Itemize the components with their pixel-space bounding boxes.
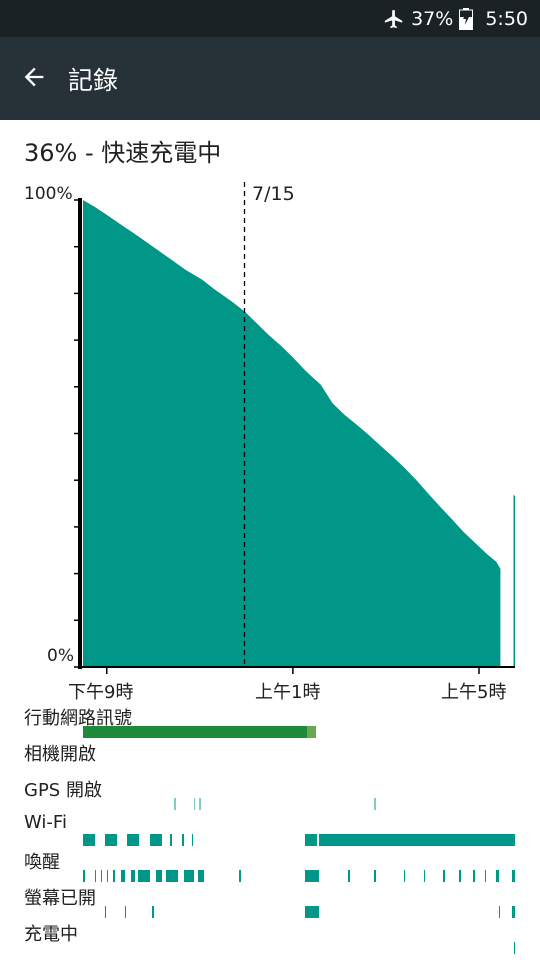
timeline-segment bbox=[304, 834, 317, 846]
timeline-segment bbox=[138, 870, 151, 882]
date-marker-label: 7/15 bbox=[252, 183, 295, 205]
timeline-segment bbox=[182, 834, 184, 846]
timeline-segment bbox=[191, 834, 194, 846]
battery-charging-icon bbox=[459, 7, 474, 30]
timeline-segment bbox=[443, 870, 445, 882]
timeline-segment bbox=[150, 834, 163, 846]
timeline-segment bbox=[104, 834, 117, 846]
camera-track bbox=[83, 763, 515, 775]
timeline-segment bbox=[374, 798, 376, 810]
timeline-segment bbox=[484, 870, 487, 882]
timeline-segment bbox=[423, 870, 426, 882]
timeline-segment bbox=[374, 870, 376, 882]
arrow-back-icon bbox=[20, 63, 48, 95]
x-tick-label: 上午1時 bbox=[255, 682, 321, 703]
row-label-gps: GPS 開啟 bbox=[24, 780, 102, 801]
y-min-label: 0% bbox=[47, 646, 74, 666]
back-button[interactable] bbox=[0, 37, 68, 120]
timeline-segment bbox=[197, 870, 204, 882]
clock: 5:50 bbox=[485, 7, 528, 30]
battery-level-area bbox=[83, 200, 501, 667]
x-tick-label: 下午9時 bbox=[68, 682, 134, 703]
timeline-segment bbox=[239, 870, 241, 882]
timeline-segment bbox=[318, 834, 515, 846]
timeline-segment bbox=[306, 726, 316, 738]
battery-status: 36% - 快速充電中 bbox=[24, 139, 222, 167]
timeline-segment bbox=[511, 870, 515, 882]
timeline-segment bbox=[166, 870, 179, 882]
wifi-track bbox=[83, 834, 515, 846]
timeline-segment bbox=[473, 870, 475, 882]
status-bar: 37% 5:50 bbox=[0, 0, 540, 37]
timeline-segment bbox=[120, 870, 125, 882]
timeline-segment bbox=[174, 798, 176, 810]
charging-level-area bbox=[513, 494, 515, 667]
timeline-segment bbox=[104, 906, 107, 918]
airplane-mode-icon bbox=[383, 8, 405, 30]
row-label-camera: 相機開啟 bbox=[24, 744, 96, 765]
cellular-signal-track bbox=[83, 726, 515, 738]
row-label-charging: 充電中 bbox=[24, 924, 78, 945]
screen-on-track bbox=[83, 906, 515, 918]
row-label-wifi: Wi-Fi bbox=[24, 812, 67, 833]
timeline-segment bbox=[304, 870, 319, 882]
timeline-segment bbox=[403, 870, 406, 882]
timeline-segment bbox=[94, 870, 97, 882]
row-label-screen-on: 螢幕已開 bbox=[24, 888, 96, 909]
timeline-segment bbox=[193, 798, 196, 810]
timeline-segment bbox=[513, 942, 516, 954]
page-title: 記錄 bbox=[68, 65, 119, 95]
timeline-segment bbox=[83, 870, 85, 882]
timeline-segment bbox=[304, 906, 319, 918]
gps-track bbox=[83, 798, 515, 810]
timeline-segment bbox=[152, 906, 154, 918]
timeline-segment bbox=[100, 870, 103, 882]
timeline-segment bbox=[127, 834, 140, 846]
x-tick-label: 上午5時 bbox=[441, 682, 507, 703]
timeline-segment bbox=[124, 906, 127, 918]
awake-track bbox=[83, 870, 515, 882]
timeline-segment bbox=[498, 906, 501, 918]
timeline-segment bbox=[83, 834, 95, 846]
timeline-segment bbox=[199, 798, 201, 810]
app-bar: 記錄 bbox=[0, 37, 540, 120]
timeline-segment bbox=[112, 870, 115, 882]
timeline-segment bbox=[83, 726, 307, 738]
timeline-segment bbox=[130, 870, 135, 882]
timeline-segment bbox=[170, 834, 173, 846]
row-label-awake: 喚醒 bbox=[24, 852, 60, 873]
timeline-segment bbox=[156, 870, 163, 882]
row-label-cellular: 行動網路訊號 bbox=[24, 708, 132, 729]
charging-track bbox=[83, 942, 516, 954]
battery-percent: 37% bbox=[411, 7, 454, 30]
x-axis bbox=[82, 666, 515, 668]
timeline-segment bbox=[496, 870, 499, 882]
timeline-segment bbox=[459, 870, 461, 882]
timeline-segment bbox=[511, 906, 515, 918]
timeline-segment bbox=[184, 870, 194, 882]
y-max-label: 100% bbox=[24, 184, 73, 204]
timeline-segment bbox=[348, 870, 350, 882]
timeline-segment bbox=[106, 870, 109, 882]
battery-level-graph bbox=[74, 182, 515, 674]
